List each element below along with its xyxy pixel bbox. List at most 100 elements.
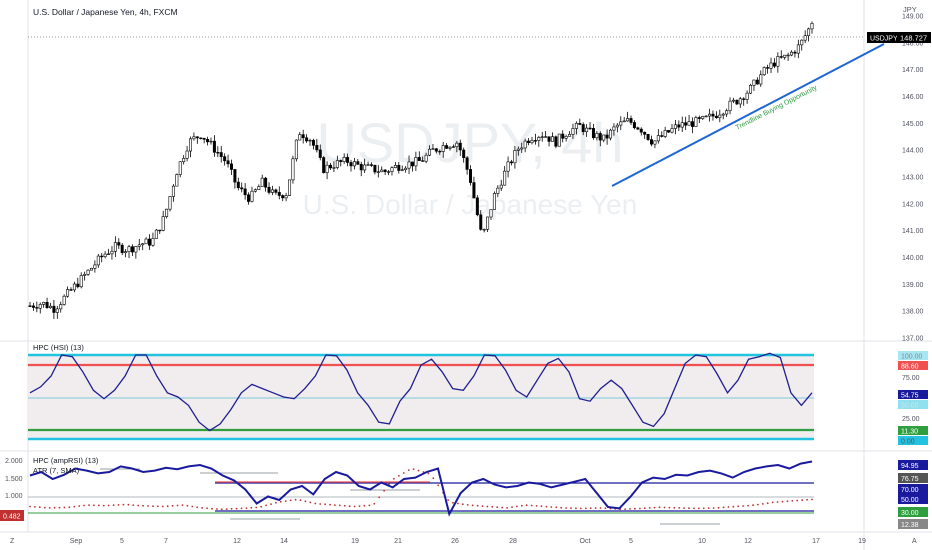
candle[interactable]	[322, 157, 326, 173]
candle[interactable]	[178, 161, 182, 175]
candle[interactable]	[188, 138, 192, 152]
candle[interactable]	[161, 216, 165, 231]
candle[interactable]	[424, 154, 428, 162]
axis-corner-left[interactable]: Z	[10, 538, 15, 545]
candle[interactable]	[660, 135, 664, 137]
candle[interactable]	[697, 117, 701, 119]
candle[interactable]	[793, 51, 797, 54]
candle[interactable]	[417, 157, 421, 161]
hsi-line[interactable]	[29, 352, 813, 432]
candle[interactable]	[451, 146, 455, 148]
candle[interactable]	[650, 139, 654, 145]
candle[interactable]	[373, 164, 377, 173]
candle[interactable]	[486, 216, 490, 230]
candle[interactable]	[342, 157, 346, 162]
candle[interactable]	[366, 164, 370, 166]
candle[interactable]	[247, 194, 251, 202]
candle[interactable]	[708, 113, 712, 117]
candle[interactable]	[718, 114, 722, 119]
candle[interactable]	[445, 145, 449, 149]
candle[interactable]	[585, 127, 589, 133]
candle[interactable]	[516, 148, 520, 151]
candle[interactable]	[400, 169, 404, 171]
candle[interactable]	[431, 148, 435, 150]
candle[interactable]	[359, 164, 363, 171]
candle[interactable]	[301, 134, 305, 139]
candle[interactable]	[421, 160, 425, 162]
candle[interactable]	[291, 158, 295, 181]
candle[interactable]	[745, 92, 749, 100]
candle[interactable]	[28, 305, 32, 307]
candle[interactable]	[134, 246, 138, 253]
candle[interactable]	[458, 142, 462, 151]
candle[interactable]	[182, 158, 186, 163]
candle[interactable]	[72, 283, 76, 291]
candle[interactable]	[79, 275, 83, 288]
candle[interactable]	[591, 128, 595, 139]
candle[interactable]	[76, 283, 80, 288]
candle[interactable]	[769, 62, 773, 69]
candle[interactable]	[632, 122, 636, 129]
candle[interactable]	[250, 190, 254, 202]
candle[interactable]	[581, 124, 585, 133]
candle[interactable]	[725, 110, 729, 115]
candle[interactable]	[48, 305, 52, 309]
candle[interactable]	[110, 250, 114, 255]
candle[interactable]	[410, 161, 414, 167]
candle[interactable]	[267, 186, 271, 193]
candle[interactable]	[66, 289, 70, 297]
candle[interactable]	[523, 140, 527, 149]
candle[interactable]	[731, 99, 735, 102]
candle[interactable]	[527, 140, 531, 144]
candle[interactable]	[663, 130, 667, 137]
candle[interactable]	[571, 128, 575, 135]
candle[interactable]	[557, 133, 561, 147]
candle[interactable]	[144, 238, 148, 245]
candle[interactable]	[55, 308, 59, 313]
candle[interactable]	[260, 177, 264, 187]
candle[interactable]	[711, 113, 715, 117]
candle[interactable]	[492, 193, 496, 210]
candle[interactable]	[281, 195, 285, 199]
candle[interactable]	[346, 157, 350, 163]
candle[interactable]	[800, 39, 804, 46]
candle[interactable]	[120, 244, 124, 254]
candle[interactable]	[393, 164, 397, 168]
candle[interactable]	[199, 137, 203, 139]
candle[interactable]	[496, 187, 500, 194]
candle[interactable]	[626, 118, 630, 122]
candle[interactable]	[369, 164, 373, 166]
candle[interactable]	[209, 140, 213, 143]
candle[interactable]	[690, 121, 694, 127]
candle[interactable]	[612, 126, 616, 131]
candle[interactable]	[602, 134, 606, 141]
candle[interactable]	[332, 167, 336, 169]
candle[interactable]	[387, 171, 391, 173]
candle[interactable]	[113, 242, 117, 252]
candle[interactable]	[547, 136, 551, 142]
candle[interactable]	[588, 127, 592, 130]
candle[interactable]	[158, 229, 162, 232]
candle[interactable]	[615, 124, 619, 128]
candle[interactable]	[462, 149, 466, 159]
candle[interactable]	[62, 295, 66, 305]
axis-corner-right[interactable]: A	[912, 538, 917, 545]
candle[interactable]	[212, 140, 216, 153]
candle[interactable]	[96, 255, 100, 266]
candle[interactable]	[796, 44, 800, 54]
candle[interactable]	[305, 137, 309, 142]
candle[interactable]	[738, 98, 742, 105]
candle[interactable]	[759, 74, 763, 85]
candle[interactable]	[783, 54, 787, 58]
candle[interactable]	[168, 196, 172, 210]
candle[interactable]	[89, 267, 93, 271]
candle[interactable]	[639, 128, 643, 133]
candle[interactable]	[253, 189, 257, 192]
candle[interactable]	[441, 145, 445, 152]
candle[interactable]	[513, 150, 517, 164]
candle[interactable]	[680, 122, 684, 128]
candle[interactable]	[803, 35, 807, 41]
candle[interactable]	[318, 149, 322, 158]
candle[interactable]	[776, 56, 780, 67]
candle[interactable]	[428, 148, 432, 156]
